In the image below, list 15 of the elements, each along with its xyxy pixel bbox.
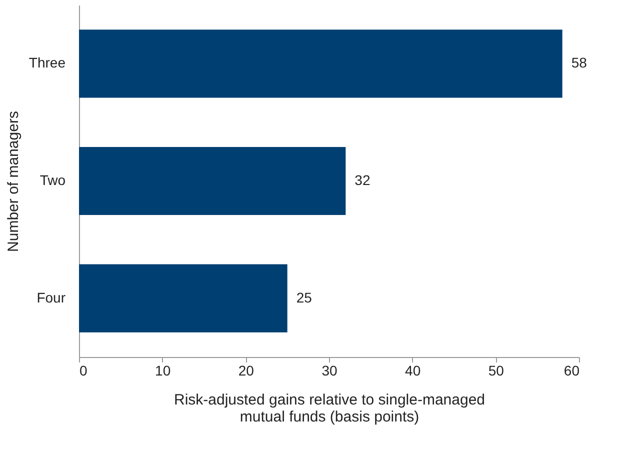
x-tick-label: 40 — [405, 362, 421, 378]
x-tick-label: 0 — [80, 362, 88, 378]
x-tick-label: 50 — [488, 362, 504, 378]
data-label: 32 — [354, 172, 370, 188]
x-tick-label: 10 — [155, 362, 171, 378]
x-axis-title: Risk-adjusted gains relative to single-managed mutual funds (basis points) — [174, 392, 486, 426]
x-tick-label: 60 — [564, 362, 580, 378]
y-tick-label: Four — [36, 289, 66, 306]
y-axis-title: Number of managers — [4, 111, 22, 252]
data-label: 25 — [296, 289, 312, 306]
x-tick-label: 30 — [322, 362, 338, 378]
x-tick-label: 20 — [238, 362, 254, 378]
y-tick-label: Two — [40, 172, 66, 188]
data-label: 58 — [571, 54, 588, 71]
y-tick-label: Three — [28, 54, 66, 71]
